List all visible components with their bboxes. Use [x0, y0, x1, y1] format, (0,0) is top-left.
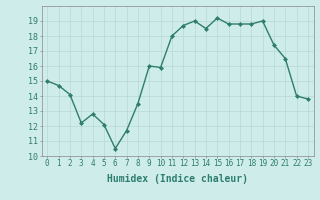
X-axis label: Humidex (Indice chaleur): Humidex (Indice chaleur) [107, 174, 248, 184]
